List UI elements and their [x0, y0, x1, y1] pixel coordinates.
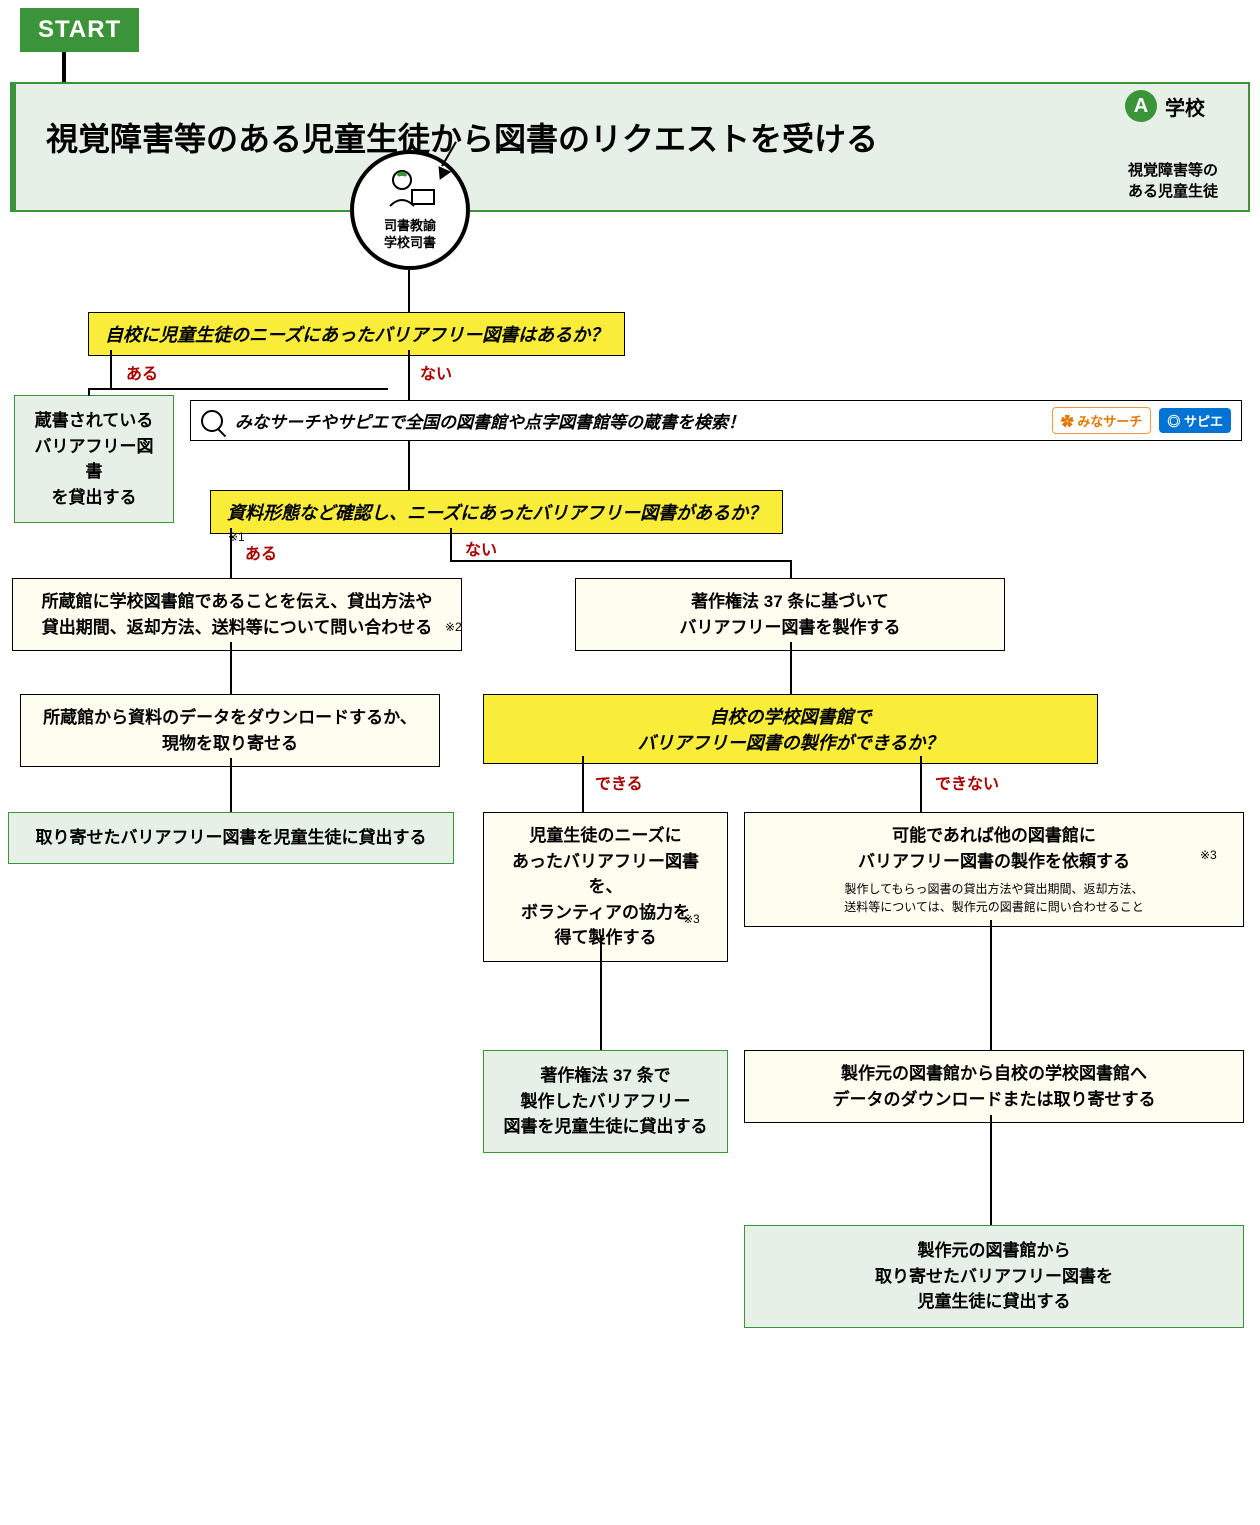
edge	[408, 388, 410, 400]
q1-no: ない	[420, 360, 452, 384]
edge	[600, 935, 602, 1050]
minasearch-logo: ✿ みなサーチ	[1052, 407, 1152, 434]
result-r3: 著作権法 37 条で 製作したバリアフリー 図書を児童生徒に貸出する	[483, 1050, 728, 1153]
a5-note: ※3	[1200, 848, 1217, 862]
start-badge: START	[20, 8, 139, 52]
question-q3: 自校の学校図書館で バリアフリー図書の製作ができるか？	[483, 694, 1098, 764]
a5-text: 可能であれば他の図書館に バリアフリー図書の製作を依頼する	[759, 823, 1229, 874]
edge	[110, 350, 112, 388]
edge	[408, 350, 410, 388]
result-r1: 蔵書されている バリアフリー図書 を貸出する	[14, 395, 174, 523]
result-r2: 取り寄せたバリアフリー図書を児童生徒に貸出する	[8, 812, 454, 864]
edge	[990, 920, 992, 1050]
action-a3: 所蔵館から資料のデータをダウンロードするか、 現物を取り寄せる	[20, 694, 440, 767]
start-label: START	[38, 16, 121, 43]
question-q2: 資料形態など確認し、ニーズにあったバリアフリー図書があるか？	[210, 490, 783, 534]
a1-text: 所蔵館に学校図書館であることを伝え、貸出方法や 貸出期間、返却方法、送料等につい…	[42, 592, 433, 637]
role-line2: 学校司書	[384, 235, 436, 250]
edge	[408, 270, 410, 312]
start-stem	[62, 52, 66, 82]
edge	[230, 528, 232, 578]
action-a1: 所蔵館に学校図書館であることを伝え、貸出方法や 貸出期間、返却方法、送料等につい…	[12, 578, 462, 651]
badge-letter: A	[1125, 90, 1157, 122]
edge	[408, 440, 410, 490]
edge	[88, 388, 388, 390]
search-text: みなサーチやサピエで全国の図書館や点字図書館等の蔵書を検索！	[235, 408, 1044, 433]
search-icon	[201, 410, 223, 432]
librarian-icon	[380, 166, 440, 216]
students-label: 視覚障害等の ある児童生徒	[1128, 160, 1218, 202]
result-r4: 製作元の図書館から 取り寄せたバリアフリー図書を 児童生徒に貸出する	[744, 1225, 1244, 1328]
a5-sub: 製作してもらっ図書の貸出方法や貸出期間、返却方法、 送料等については、製作元の図…	[759, 880, 1229, 916]
question-q1: 自校に児童生徒のニーズにあったバリアフリー図書はあるか？	[88, 312, 625, 356]
q2-yes: ある	[245, 540, 277, 564]
q3-no: できない	[935, 770, 999, 794]
librarian-circle: 司書教諭学校司書	[350, 150, 470, 270]
a4-text: 児童生徒のニーズに あったバリアフリー図書を、 ボランティアの協力を 得て製作す…	[512, 826, 699, 947]
edge	[88, 388, 90, 396]
edge	[230, 758, 232, 812]
q3-yes: できる	[595, 770, 643, 794]
q2-no: ない	[465, 536, 497, 560]
header-box: 視覚障害等のある児童生徒から図書のリクエストを受ける	[10, 82, 1250, 212]
action-a5: 可能であれば他の図書館に バリアフリー図書の製作を依頼する 製作してもらっ図書の…	[744, 812, 1244, 927]
edge	[990, 1115, 992, 1225]
role-line1: 司書教諭	[384, 218, 436, 233]
edge	[790, 642, 792, 694]
a4-note: ※3	[683, 912, 700, 926]
location-badge: A 学校	[1125, 90, 1205, 122]
edge	[230, 642, 232, 694]
edge	[920, 756, 922, 812]
q2-text: 資料形態など確認し、ニーズにあったバリアフリー図書があるか？	[227, 503, 766, 523]
action-a4: 児童生徒のニーズに あったバリアフリー図書を、 ボランティアの協力を 得て製作す…	[483, 812, 728, 962]
page-title: 視覚障害等のある児童生徒から図書のリクエストを受ける	[46, 114, 1218, 160]
search-bar: みなサーチやサピエで全国の図書館や点字図書館等の蔵書を検索！ ✿ みなサーチ ◎…	[190, 400, 1242, 441]
a1-note: ※2	[445, 620, 462, 634]
q1-text: 自校に児童生徒のニーズにあったバリアフリー図書はあるか？	[105, 325, 608, 345]
sapie-logo: ◎ サピエ	[1159, 408, 1231, 433]
q1-yes: ある	[126, 360, 158, 384]
action-a6: 製作元の図書館から自校の学校図書館へ データのダウンロードまたは取り寄せする	[744, 1050, 1244, 1123]
edge	[450, 560, 790, 562]
edge	[790, 560, 792, 578]
badge-text: 学校	[1165, 92, 1205, 121]
edge	[450, 528, 452, 560]
edge	[582, 756, 584, 812]
action-a2: 著作権法 37 条に基づいて バリアフリー図書を製作する	[575, 578, 1005, 651]
